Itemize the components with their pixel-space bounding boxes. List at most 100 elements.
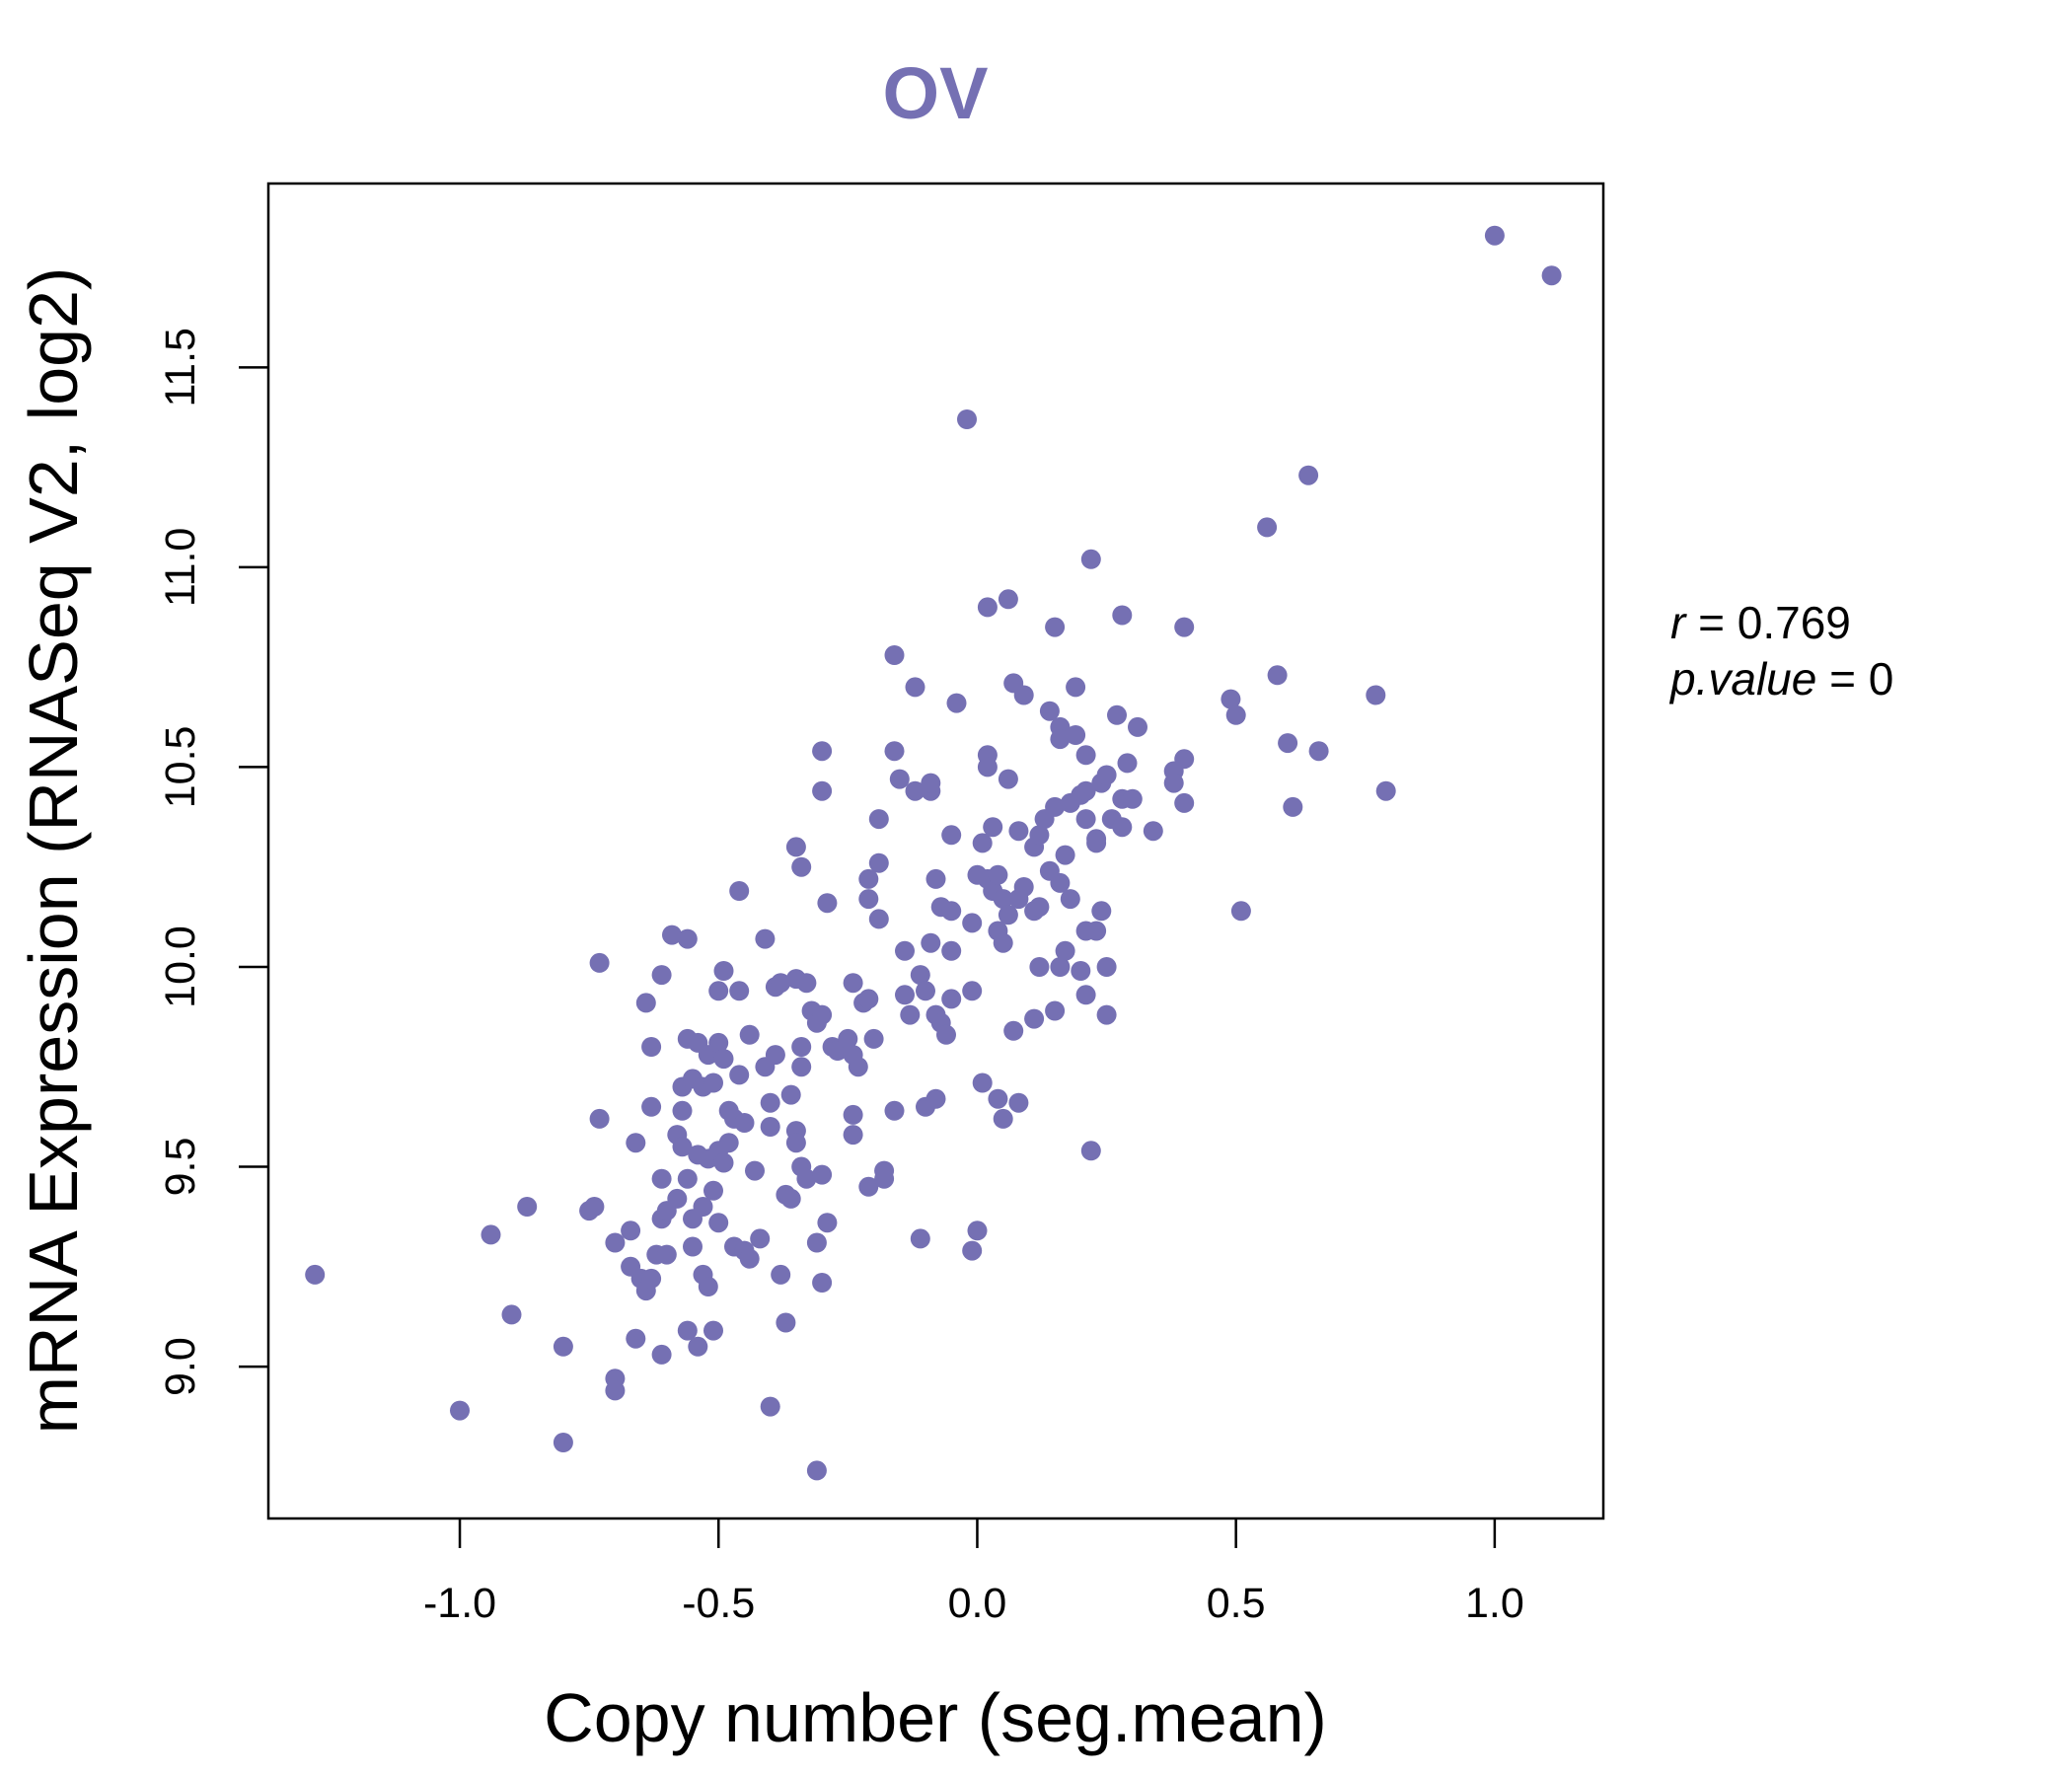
y-axis-label: mRNA Expression (RNASeq V2, log2): [15, 267, 92, 1435]
data-point: [729, 1065, 750, 1085]
data-point: [729, 981, 750, 1001]
data-point: [780, 1084, 801, 1105]
data-point: [895, 985, 915, 1005]
data-point: [656, 1244, 677, 1265]
data-point: [1008, 1092, 1029, 1113]
data-point: [677, 1168, 698, 1189]
data-point: [858, 868, 879, 889]
data-point: [605, 1380, 626, 1401]
data-point: [1080, 549, 1101, 569]
x-tick-label: -0.5: [682, 1580, 755, 1627]
data-point: [713, 1152, 734, 1173]
data-point: [1029, 825, 1050, 846]
data-point: [713, 961, 734, 981]
data-point: [962, 913, 983, 933]
data-point: [1375, 780, 1396, 801]
data-point: [1075, 809, 1096, 830]
data-point: [1024, 1008, 1045, 1029]
data-point: [1174, 617, 1195, 637]
x-tick-label: 0.5: [1207, 1580, 1266, 1627]
y-tick-label: 11.0: [157, 528, 204, 608]
correlation-stat: r = 0.769: [1670, 597, 1851, 648]
data-point: [988, 864, 1008, 885]
data-point: [868, 852, 889, 873]
data-point: [957, 409, 977, 429]
data-point: [993, 932, 1013, 953]
y-tick-label: 10.5: [157, 726, 204, 809]
data-point: [1013, 685, 1034, 705]
data-point: [796, 973, 817, 994]
data-point: [941, 901, 962, 922]
y-axis: 9.0 9.5 10.0 10.5 11.0 11.5: [157, 328, 268, 1396]
data-point: [1066, 725, 1086, 745]
data-point: [998, 905, 1018, 925]
data-point: [993, 889, 1013, 910]
chart-title: OV: [883, 52, 989, 134]
y-tick-label: 11.5: [157, 328, 204, 407]
data-point: [1045, 1000, 1066, 1021]
data-point: [780, 1188, 801, 1209]
data-point: [626, 1328, 646, 1349]
data-point: [693, 1197, 713, 1217]
data-point: [993, 1108, 1013, 1129]
data-point: [1174, 749, 1195, 770]
p-value: 0: [1869, 653, 1894, 704]
data-point: [708, 1213, 729, 1233]
data-point: [972, 833, 993, 853]
data-point: [889, 769, 910, 789]
data-point: [1003, 1020, 1024, 1041]
data-point: [1075, 780, 1096, 801]
data-point: [708, 1032, 729, 1053]
data-point: [812, 1004, 833, 1025]
data-point: [553, 1336, 573, 1357]
y-tick-label: 9.5: [157, 1138, 204, 1197]
data-point: [921, 932, 941, 953]
data-point: [946, 693, 967, 713]
x-tick-label: 1.0: [1465, 1580, 1524, 1627]
data-point: [884, 741, 905, 762]
data-point: [838, 1028, 858, 1049]
data-point: [672, 1100, 693, 1121]
data-point: [1050, 957, 1071, 977]
data-point: [884, 645, 905, 665]
data-point: [771, 973, 791, 994]
p-value-stat: p.value = 0: [1668, 653, 1893, 704]
data-point: [1055, 940, 1075, 961]
data-point: [641, 1268, 662, 1289]
data-point: [806, 1460, 827, 1481]
data-point: [812, 1164, 833, 1185]
data-point: [776, 1312, 796, 1333]
data-point: [817, 893, 838, 914]
data-point: [1122, 788, 1143, 809]
data-point: [1096, 957, 1117, 977]
data-point: [651, 1168, 672, 1189]
data-point: [589, 1108, 610, 1129]
data-point: [868, 809, 889, 830]
data-point: [1484, 225, 1505, 246]
data-point: [1308, 741, 1329, 762]
data-point: [1096, 1004, 1117, 1025]
data-point: [925, 868, 946, 889]
data-point: [884, 1100, 905, 1121]
data-point: [698, 1277, 718, 1296]
data-point: [729, 881, 750, 901]
data-point: [688, 1336, 708, 1357]
data-point: [874, 1160, 895, 1181]
data-point: [703, 1180, 723, 1201]
data-point: [1008, 821, 1029, 842]
data-point: [1029, 957, 1050, 977]
data-point: [812, 780, 833, 801]
data-point: [843, 973, 863, 994]
data-point: [589, 952, 610, 973]
x-tick-label: -1.0: [423, 1580, 496, 1627]
data-point: [791, 1057, 812, 1077]
data-point: [703, 1320, 723, 1341]
data-point: [967, 1221, 988, 1241]
data-point: [925, 1088, 946, 1109]
data-point: [677, 928, 698, 949]
data-point: [739, 1024, 760, 1045]
data-point: [863, 1028, 884, 1049]
data-point: [662, 925, 682, 945]
data-point: [921, 773, 941, 793]
data-point: [641, 1037, 662, 1057]
